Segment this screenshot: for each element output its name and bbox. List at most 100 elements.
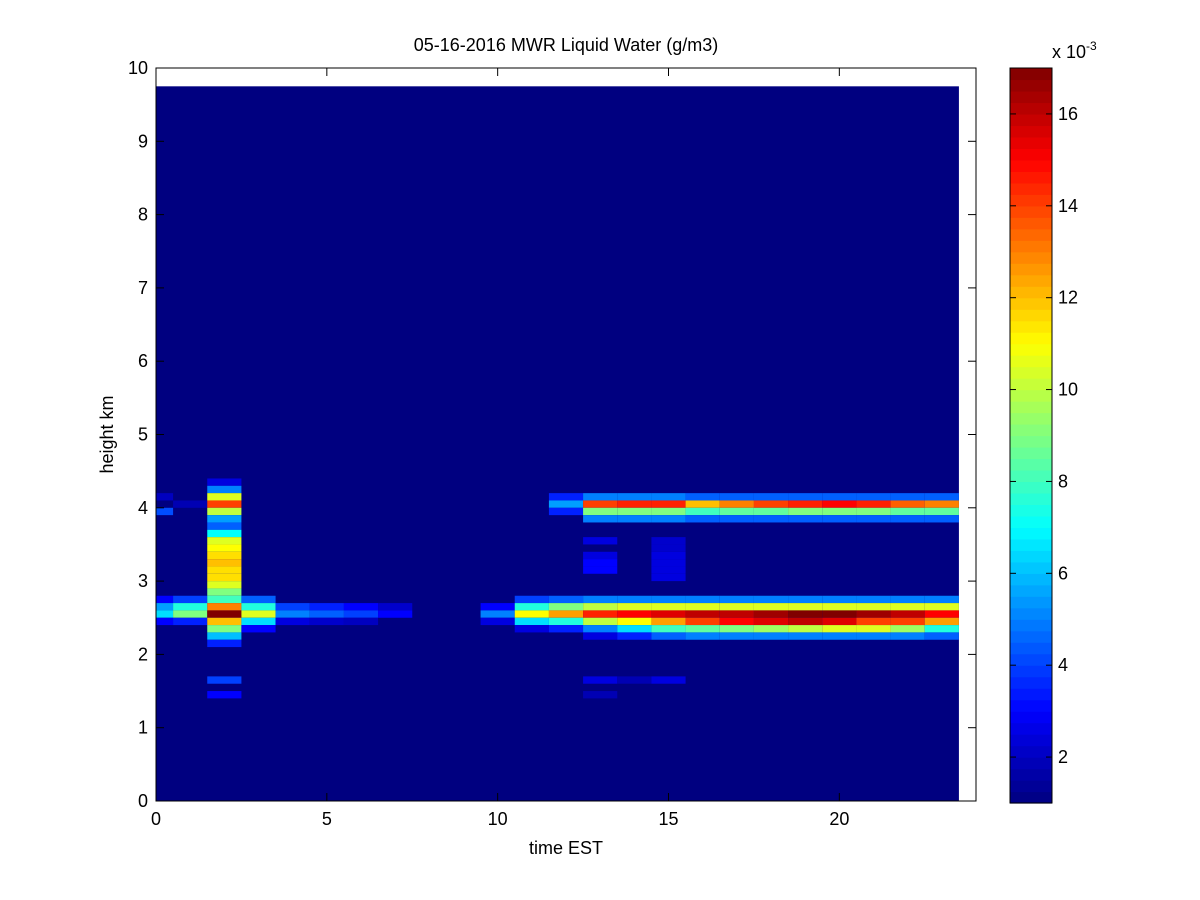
heatmap-cell bbox=[548, 610, 584, 618]
y-tick-label: 0 bbox=[138, 791, 148, 811]
colorbar-segment bbox=[1010, 757, 1052, 770]
heatmap-cell bbox=[890, 610, 925, 618]
heatmap-cell bbox=[924, 603, 959, 611]
heatmap-cell bbox=[207, 595, 242, 604]
heatmap-cell bbox=[753, 632, 789, 640]
heatmap-cell bbox=[207, 559, 242, 567]
heatmap-cell bbox=[856, 507, 891, 516]
colorbar-segment bbox=[1010, 642, 1052, 655]
heatmap-cell bbox=[583, 566, 618, 574]
heatmap-cell bbox=[514, 617, 549, 626]
heatmap-cell bbox=[788, 493, 823, 501]
x-tick-label: 20 bbox=[829, 809, 849, 829]
heatmap-cell bbox=[173, 610, 208, 618]
colorbar-segment bbox=[1010, 538, 1052, 551]
heatmap-cell bbox=[685, 610, 720, 618]
heatmap-cell bbox=[753, 515, 789, 523]
colorbar-segment bbox=[1010, 653, 1052, 666]
heatmap-cell bbox=[241, 617, 276, 626]
heatmap-cell bbox=[207, 632, 242, 640]
heatmap-cell bbox=[822, 493, 857, 501]
heatmap-cell bbox=[890, 595, 925, 604]
heatmap-cell bbox=[156, 603, 174, 611]
heatmap-cell bbox=[583, 676, 618, 684]
heatmap-cell bbox=[548, 500, 584, 508]
heatmap-cell bbox=[617, 632, 652, 640]
heatmap-cell bbox=[207, 493, 242, 501]
heatmap-cell bbox=[343, 603, 379, 611]
colorbar-segment bbox=[1010, 791, 1052, 804]
colorbar-tick-label: 2 bbox=[1058, 747, 1068, 767]
heatmap-cell bbox=[480, 617, 515, 626]
heatmap-cell bbox=[822, 500, 857, 508]
heatmap-cell bbox=[856, 632, 891, 640]
heatmap-cell bbox=[924, 493, 959, 501]
heatmap-cell bbox=[651, 595, 686, 604]
colorbar-segment bbox=[1010, 378, 1052, 391]
heatmap-cell bbox=[788, 507, 823, 516]
heatmap-cell bbox=[156, 617, 174, 626]
heatmap-cell bbox=[651, 625, 686, 633]
heatmap-cell bbox=[207, 544, 242, 552]
heatmap-cell bbox=[719, 610, 754, 618]
colorbar-tick-label: 8 bbox=[1058, 471, 1068, 491]
y-tick-label: 2 bbox=[138, 644, 148, 664]
colorbar-segment bbox=[1010, 148, 1052, 161]
colorbar-segment bbox=[1010, 780, 1052, 793]
colorbar-segment bbox=[1010, 527, 1052, 540]
heatmap-cell bbox=[548, 507, 584, 516]
colorbar-segment bbox=[1010, 355, 1052, 368]
heatmap-cell bbox=[617, 515, 652, 523]
heatmap-cell bbox=[583, 507, 618, 516]
heatmap-cell bbox=[514, 603, 549, 611]
heatmap-cell bbox=[207, 676, 242, 684]
heatmap-cell bbox=[480, 603, 515, 611]
heatmap-cell bbox=[719, 493, 754, 501]
heatmap-cell bbox=[617, 676, 652, 684]
colorbar-segment bbox=[1010, 424, 1052, 437]
heatmap-cell bbox=[685, 625, 720, 633]
colorbar-tick-label: 6 bbox=[1058, 563, 1068, 583]
y-tick-label: 8 bbox=[138, 205, 148, 225]
colorbar-segment bbox=[1010, 458, 1052, 471]
heatmap-cell bbox=[207, 485, 242, 494]
colorbar-segment bbox=[1010, 125, 1052, 138]
heatmap-cell bbox=[378, 603, 413, 611]
heatmap-cell bbox=[207, 581, 242, 589]
heatmap-cell bbox=[548, 493, 584, 501]
heatmap-cell bbox=[275, 617, 310, 626]
x-axis: 0 5 10 15 20 bbox=[151, 68, 849, 829]
colorbar-segment bbox=[1010, 573, 1052, 586]
heatmap-cell bbox=[207, 529, 242, 538]
heatmap-cell bbox=[514, 595, 549, 604]
heatmap-cell bbox=[343, 617, 379, 626]
heatmap-cell bbox=[753, 617, 789, 626]
heatmap-cell bbox=[241, 595, 276, 604]
heatmap-cell bbox=[241, 610, 276, 618]
colorbar-segment bbox=[1010, 619, 1052, 632]
heatmap-cell bbox=[753, 625, 789, 633]
heatmap-cell bbox=[651, 500, 686, 508]
heatmap-cell bbox=[822, 507, 857, 516]
heatmap-cell bbox=[378, 610, 413, 618]
y-tick-label: 9 bbox=[138, 131, 148, 151]
heatmap-cell bbox=[583, 515, 618, 523]
heatmap-cell bbox=[822, 617, 857, 626]
colorbar-segment bbox=[1010, 607, 1052, 620]
colorbar-segment bbox=[1010, 561, 1052, 574]
heatmap-cell bbox=[583, 559, 618, 567]
heatmap-cell bbox=[583, 617, 618, 626]
heatmap-cell bbox=[617, 603, 652, 611]
heatmap-cell bbox=[617, 500, 652, 508]
colorbar-segment bbox=[1010, 366, 1052, 379]
colorbar-segment bbox=[1010, 665, 1052, 678]
colorbar-segment bbox=[1010, 251, 1052, 264]
heatmap-cell bbox=[651, 610, 686, 618]
colorbar-segment bbox=[1010, 343, 1052, 356]
colorbar-segment bbox=[1010, 596, 1052, 609]
heatmap-cell bbox=[514, 625, 549, 633]
heatmap-cell bbox=[719, 625, 754, 633]
heatmap-cell bbox=[309, 603, 344, 611]
heatmap-cell bbox=[651, 493, 686, 501]
heatmap-cell bbox=[788, 603, 823, 611]
